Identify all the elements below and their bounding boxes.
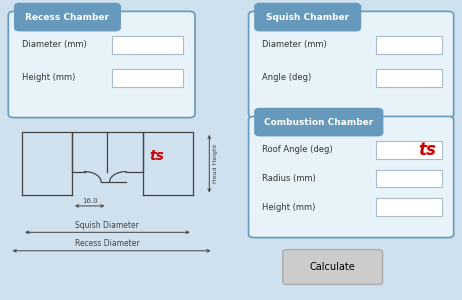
Text: Recess Chamber: Recess Chamber — [25, 13, 109, 22]
Text: Diameter (mm): Diameter (mm) — [22, 40, 87, 50]
Text: Height (mm): Height (mm) — [262, 202, 316, 211]
Text: Recess Diameter: Recess Diameter — [75, 239, 140, 248]
Text: ts: ts — [419, 141, 437, 159]
FancyBboxPatch shape — [249, 116, 454, 238]
Text: Head Height: Head Height — [213, 144, 218, 183]
Text: Squish Diameter: Squish Diameter — [75, 221, 140, 230]
Text: Angle (deg): Angle (deg) — [262, 74, 312, 82]
Text: Roof Angle (deg): Roof Angle (deg) — [262, 146, 333, 154]
Text: ts: ts — [149, 149, 164, 163]
FancyBboxPatch shape — [112, 36, 183, 54]
FancyBboxPatch shape — [283, 250, 383, 284]
Text: Combustion Chamber: Combustion Chamber — [264, 118, 373, 127]
Text: Radius (mm): Radius (mm) — [262, 174, 316, 183]
FancyBboxPatch shape — [8, 11, 195, 118]
FancyBboxPatch shape — [376, 170, 442, 187]
FancyBboxPatch shape — [112, 69, 183, 87]
FancyBboxPatch shape — [376, 69, 442, 87]
FancyBboxPatch shape — [249, 11, 454, 118]
Text: Calculate: Calculate — [310, 262, 356, 272]
FancyBboxPatch shape — [376, 198, 442, 216]
FancyBboxPatch shape — [376, 36, 442, 54]
Text: 16.0: 16.0 — [82, 197, 97, 203]
Text: Diameter (mm): Diameter (mm) — [262, 40, 327, 50]
FancyBboxPatch shape — [15, 4, 120, 31]
FancyBboxPatch shape — [376, 141, 442, 159]
Text: Height (mm): Height (mm) — [22, 74, 76, 82]
Text: Squish Chamber: Squish Chamber — [266, 13, 349, 22]
FancyBboxPatch shape — [255, 109, 383, 136]
FancyBboxPatch shape — [255, 4, 360, 31]
